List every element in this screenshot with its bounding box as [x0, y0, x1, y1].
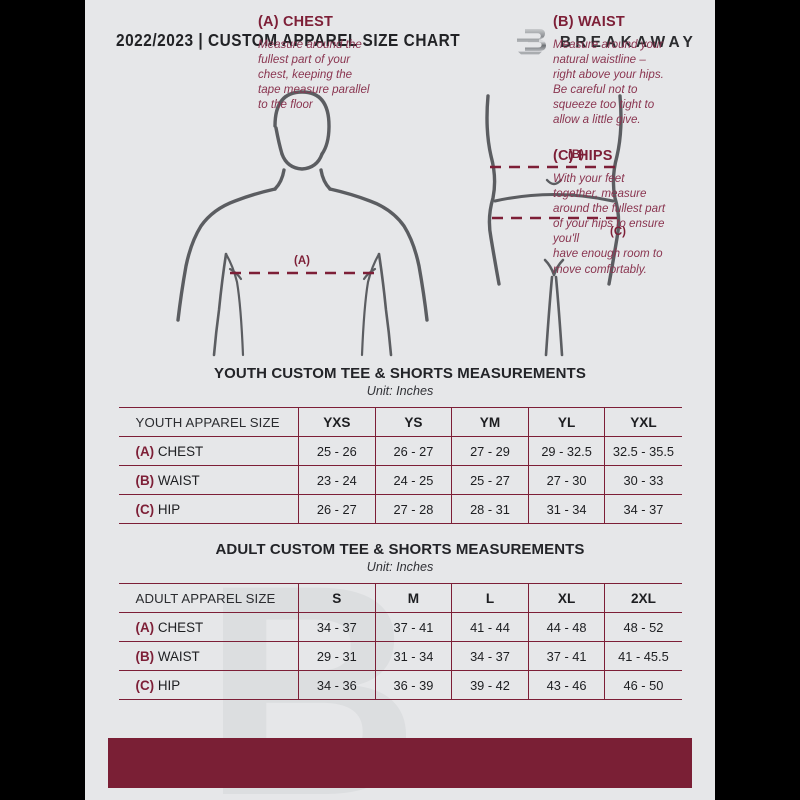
youth-size-table: YOUTH APPAREL SIZE YXS YS YM YL YXL (A) CHEST 2…: [118, 407, 682, 524]
youth-table-title: YOUTH CUSTOM TEE & SHORTS MEASUREMENTS: [214, 365, 586, 382]
youth-row-label-chest: (A) CHEST: [118, 436, 299, 466]
table-cell: 26 - 27: [374, 436, 452, 466]
table-cell: 46 - 50: [604, 670, 682, 700]
youth-size-header-yl: YL: [527, 407, 605, 437]
navel-mark: [545, 178, 563, 186]
row-tag: (A): [135, 443, 155, 459]
footer-bar: [108, 738, 692, 788]
torso-figure: [176, 90, 429, 357]
table-cell: 28 - 31: [451, 494, 529, 524]
table-cell: 31 - 34: [527, 494, 605, 524]
table-cell: 27 - 29: [451, 436, 529, 466]
table-cell: 29 - 31: [298, 641, 376, 671]
adult-table-title: ADULT CUSTOM TEE & SHORTS MEASUREMENTS: [215, 541, 585, 558]
measurement-title-hips: (C) HIPS: [553, 148, 613, 164]
table-cell: 31 - 34: [374, 641, 452, 671]
table-row: (A) CHEST 25 - 26 26 - 27 27 - 29 29 - 32.5 3…: [118, 436, 682, 466]
table-cell: 32.5 - 35.5: [604, 436, 682, 466]
adult-table-header-row: ADULT APPAREL SIZE S M L XL 2XL: [118, 583, 682, 613]
table-cell: 41 - 45.5: [604, 641, 682, 671]
adult-size-table: ADULT APPAREL SIZE S M L XL 2XL (A) CHEST 34 - …: [118, 583, 682, 700]
hips-measure-label: (C): [610, 226, 626, 238]
table-cell: 36 - 39: [374, 670, 452, 700]
adult-row-label-hip: (C) HIP: [118, 670, 299, 700]
table-cell: 30 - 33: [604, 465, 682, 495]
measurement-block-waist: (B) WAIST Measure around your natural wa…: [553, 14, 705, 128]
measurement-title-waist: (B) WAIST: [553, 14, 625, 30]
youth-row-label-waist: (B) WAIST: [118, 465, 299, 495]
table-row: (B) WAIST 29 - 31 31 - 34 34 - 37 37 - 41 41 …: [118, 641, 682, 671]
page-header: 2022/2023 | CUSTOM APPAREL SIZE CHART: [85, 26, 715, 60]
youth-size-header-ym: YM: [451, 407, 529, 437]
table-cell: 34 - 37: [604, 494, 682, 524]
adult-row-label-waist: (B) WAIST: [118, 641, 299, 671]
youth-table-unit: Unit: Inches: [366, 384, 434, 398]
table-cell: 27 - 28: [374, 494, 452, 524]
youth-table-section: YOUTH CUSTOM TEE & SHORTS MEASUREMENTS U…: [85, 365, 715, 524]
table-cell: 26 - 27: [298, 494, 376, 524]
lower-body-figure: [485, 94, 623, 357]
youth-size-header-yxs: YXS: [298, 407, 376, 437]
table-cell: 41 - 44: [451, 612, 529, 642]
adult-table-unit: Unit: Inches: [366, 560, 434, 574]
youth-table-header-row: YOUTH APPAREL SIZE YXS YS YM YL YXL: [118, 407, 682, 437]
measurement-desc-chest: Measure around the fullest part of your …: [258, 38, 370, 112]
table-cell: 25 - 27: [451, 465, 529, 495]
table-cell: 44 - 48: [527, 612, 605, 642]
adult-size-header-2xl: 2XL: [604, 583, 682, 613]
table-cell: 27 - 30: [527, 465, 605, 495]
table-cell: 39 - 42: [451, 670, 529, 700]
row-tag: (A): [135, 619, 155, 635]
adult-size-header-m: M: [374, 583, 452, 613]
adult-apparel-size-label: ADULT APPAREL SIZE: [118, 583, 299, 613]
adult-size-header-xl: XL: [527, 583, 605, 613]
adult-row-label-chest: (A) CHEST: [118, 612, 299, 642]
body-figures: (A) (B) (C): [85, 70, 715, 360]
table-row: (C) HIP 34 - 36 36 - 39 39 - 42 43 - 46 46 - …: [118, 670, 682, 700]
chest-measure-label: (A): [294, 255, 310, 267]
table-cell: 37 - 41: [374, 612, 452, 642]
table-cell: 37 - 41: [527, 641, 605, 671]
adult-size-header-l: L: [451, 583, 529, 613]
measurement-block-hips: (C) HIPS With your feet together, measur…: [553, 148, 713, 277]
adult-size-header-s: S: [298, 583, 376, 613]
youth-row-label-hip: (C) HIP: [118, 494, 299, 524]
table-row: (C) HIP 26 - 27 27 - 28 28 - 31 31 - 34 34 - …: [118, 494, 682, 524]
brand-block: BREAKAWAY: [515, 26, 697, 60]
adult-table-section: ADULT CUSTOM TEE & SHORTS MEASUREMENTS U…: [85, 541, 715, 700]
row-tag: (C): [135, 501, 155, 517]
brand-name: BREAKAWAY: [559, 34, 697, 51]
youth-size-header-yxl: YXL: [604, 407, 682, 437]
table-cell: 23 - 24: [298, 465, 376, 495]
table-cell: 34 - 37: [451, 641, 529, 671]
table-cell: 25 - 26: [298, 436, 376, 466]
table-cell: 34 - 36: [298, 670, 376, 700]
table-cell: 48 - 52: [604, 612, 682, 642]
measurement-desc-hips: With your feet together, measure around …: [553, 172, 666, 276]
breakaway-b-logo-icon: [515, 26, 549, 61]
table-row: (A) CHEST 34 - 37 37 - 41 41 - 44 44 - 48 48 …: [118, 612, 682, 642]
row-tag: (B): [135, 472, 155, 488]
size-chart-page: B 2022/2023 | CUSTOM APPAREL SIZE CHART: [85, 0, 715, 800]
waist-measure-label: (B): [568, 149, 584, 161]
youth-size-header-ys: YS: [374, 407, 452, 437]
table-cell: 34 - 37: [298, 612, 376, 642]
table-cell: 24 - 25: [374, 465, 452, 495]
table-row: (B) WAIST 23 - 24 24 - 25 25 - 27 27 - 30 30 …: [118, 465, 682, 495]
measurement-block-chest: (A) CHEST Measure around the fullest par…: [258, 14, 410, 112]
measurement-title-chest: (A) CHEST: [258, 14, 334, 30]
table-cell: 29 - 32.5: [527, 436, 605, 466]
row-tag: (B): [135, 648, 155, 664]
page-title: 2022/2023 | CUSTOM APPAREL SIZE CHART: [116, 30, 461, 50]
row-tag: (C): [135, 677, 155, 693]
youth-apparel-size-label: YOUTH APPAREL SIZE: [118, 407, 299, 437]
torso-armpit-details: [224, 252, 381, 357]
table-cell: 43 - 46: [527, 670, 605, 700]
measurement-desc-waist: Measure around your natural waistline – …: [553, 38, 664, 127]
